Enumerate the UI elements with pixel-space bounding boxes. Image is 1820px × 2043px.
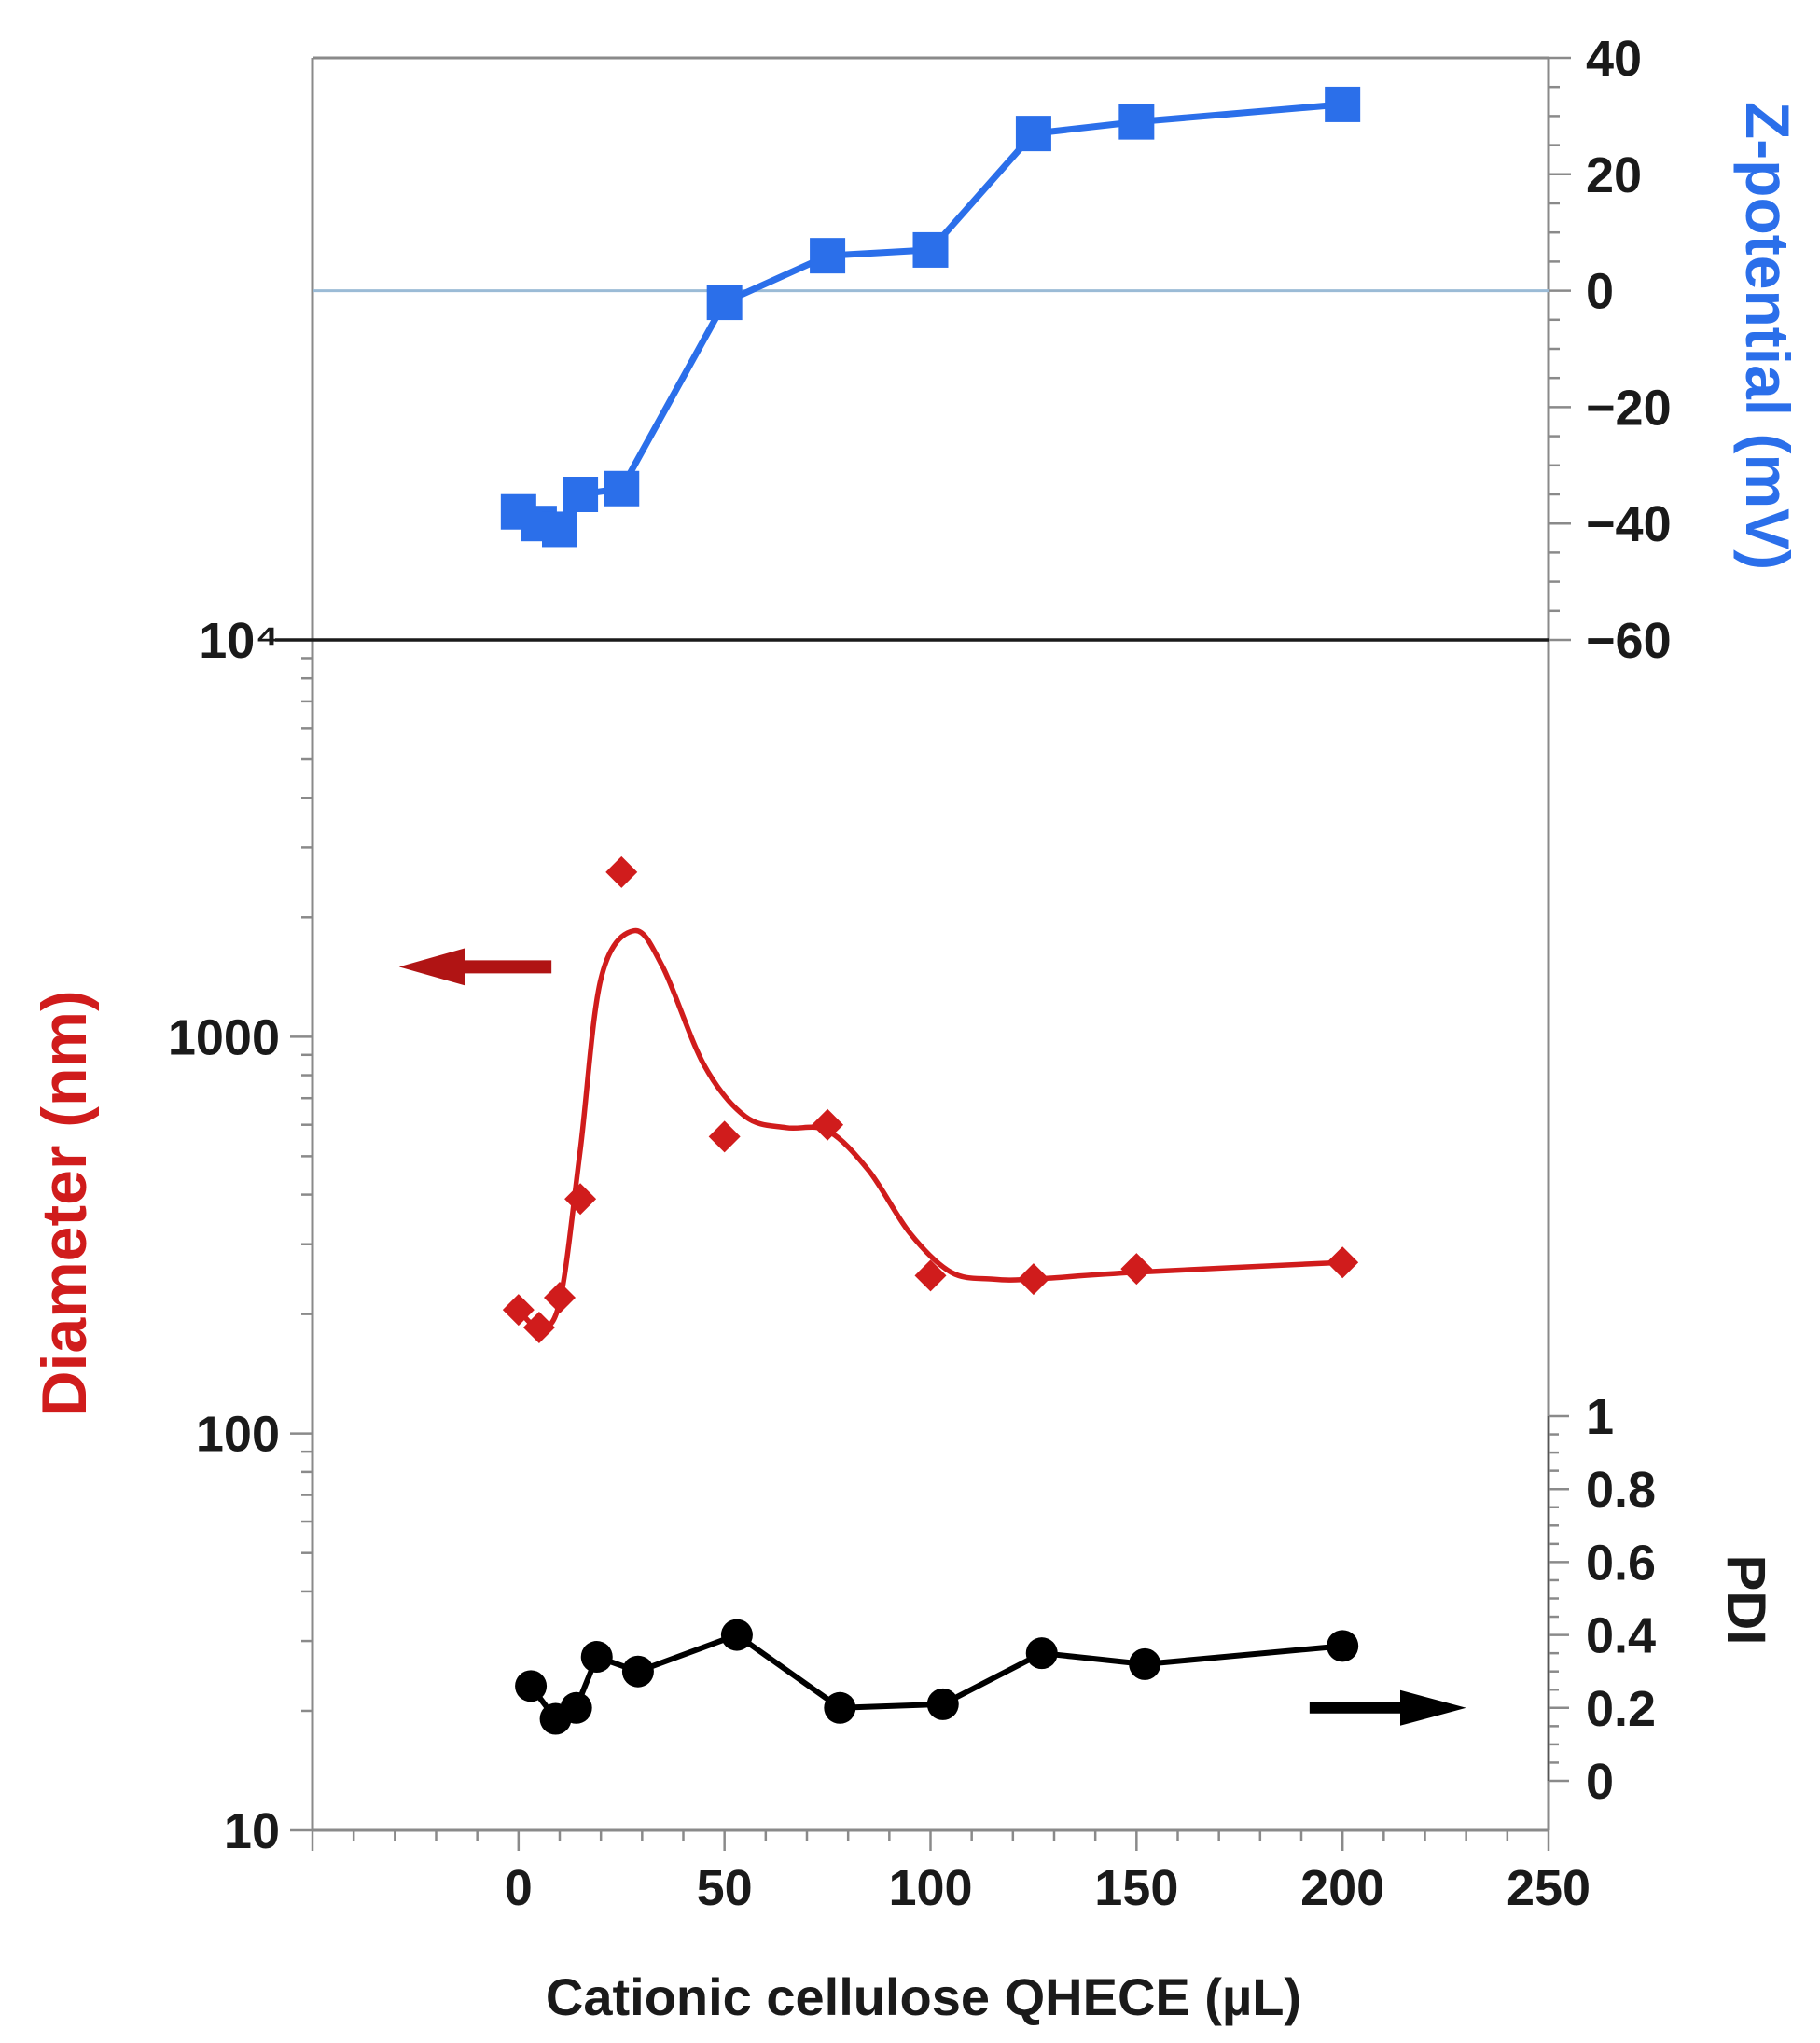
zeta-point xyxy=(604,470,640,507)
zeta-tick-label: −20 xyxy=(1586,380,1672,436)
pdi-point xyxy=(1327,1630,1359,1662)
pdi-tick-label: 0.6 xyxy=(1586,1535,1656,1591)
diameter-point xyxy=(522,1312,555,1344)
x-tick-label: 50 xyxy=(697,1860,753,1916)
plot-frame xyxy=(275,56,1550,1832)
data-series xyxy=(500,86,1361,1735)
pdi-point xyxy=(1025,1637,1058,1670)
pdi-point xyxy=(560,1691,592,1724)
x-tick-label: 100 xyxy=(888,1860,972,1916)
zeta-tick-label: 0 xyxy=(1586,264,1614,320)
x-tick-label: 150 xyxy=(1094,1860,1178,1916)
x-tick-label: 0 xyxy=(505,1860,533,1916)
diameter-tick-label: 10 xyxy=(224,1803,280,1859)
pdi-point xyxy=(1129,1647,1161,1680)
pdi-point xyxy=(621,1655,654,1688)
diameter-tick-label: 100 xyxy=(196,1407,280,1463)
diameter-point xyxy=(544,1282,576,1314)
pdi-axis-arrow xyxy=(1309,1689,1466,1726)
zeta-axis-title: Z-potential (mV) xyxy=(1733,102,1802,570)
axis-ticks xyxy=(290,56,1571,1851)
zeta-point xyxy=(706,285,743,321)
diameter-point xyxy=(502,1294,535,1327)
zeta-tick-label: −60 xyxy=(1586,613,1672,669)
zeta-tick-label: 40 xyxy=(1586,31,1642,87)
axis-tick-labels: 0 50 100 150 200 250−60−40−200204010100100010… xyxy=(168,31,1672,1916)
zeta-point xyxy=(1015,116,1051,152)
zeta-point xyxy=(1325,86,1361,122)
x-axis-title: Cationic cellulose QHECE (µL) xyxy=(546,1967,1301,2026)
diameter-point xyxy=(564,1183,597,1216)
zeta-point xyxy=(563,477,599,512)
diameter-axis-title: Diameter (nm) xyxy=(29,990,100,1416)
diameter-axis-arrow xyxy=(398,948,552,986)
zeta-point xyxy=(542,511,577,548)
diameter-point xyxy=(914,1259,947,1292)
zeta-series-line xyxy=(517,101,1343,533)
pdi-tick-label: 1 xyxy=(1586,1389,1614,1445)
pdi-axis-title: PDI xyxy=(1716,1555,1776,1646)
zeta-point xyxy=(912,231,949,268)
diameter-tick-label: 10⁴ xyxy=(199,613,280,669)
x-tick-label: 250 xyxy=(1507,1860,1591,1916)
pdi-tick-label: 0.2 xyxy=(1586,1681,1656,1737)
pdi-point xyxy=(824,1691,856,1724)
diameter-point xyxy=(1327,1246,1359,1279)
pdi-point xyxy=(580,1641,613,1674)
diameter-point xyxy=(1017,1263,1049,1296)
pdi-tick-label: 0 xyxy=(1586,1754,1614,1810)
diameter-point xyxy=(812,1108,844,1141)
x-tick-label: 200 xyxy=(1300,1860,1384,1916)
diameter-point xyxy=(605,855,638,888)
axis-arrows xyxy=(398,948,1466,1726)
pdi-point xyxy=(720,1619,753,1651)
diameter-point xyxy=(1120,1253,1153,1286)
pdi-tick-label: 0.4 xyxy=(1586,1608,1656,1664)
pdi-point xyxy=(515,1670,548,1702)
pdi-tick-label: 0.8 xyxy=(1586,1462,1656,1518)
zeta-tick-label: 20 xyxy=(1586,147,1642,203)
zeta-point xyxy=(810,238,846,274)
diameter-tick-label: 1000 xyxy=(168,1009,280,1065)
pdi-point xyxy=(926,1688,959,1720)
zeta-point xyxy=(1118,104,1155,140)
diameter-point xyxy=(708,1120,741,1153)
zeta-tick-label: −40 xyxy=(1586,496,1672,552)
